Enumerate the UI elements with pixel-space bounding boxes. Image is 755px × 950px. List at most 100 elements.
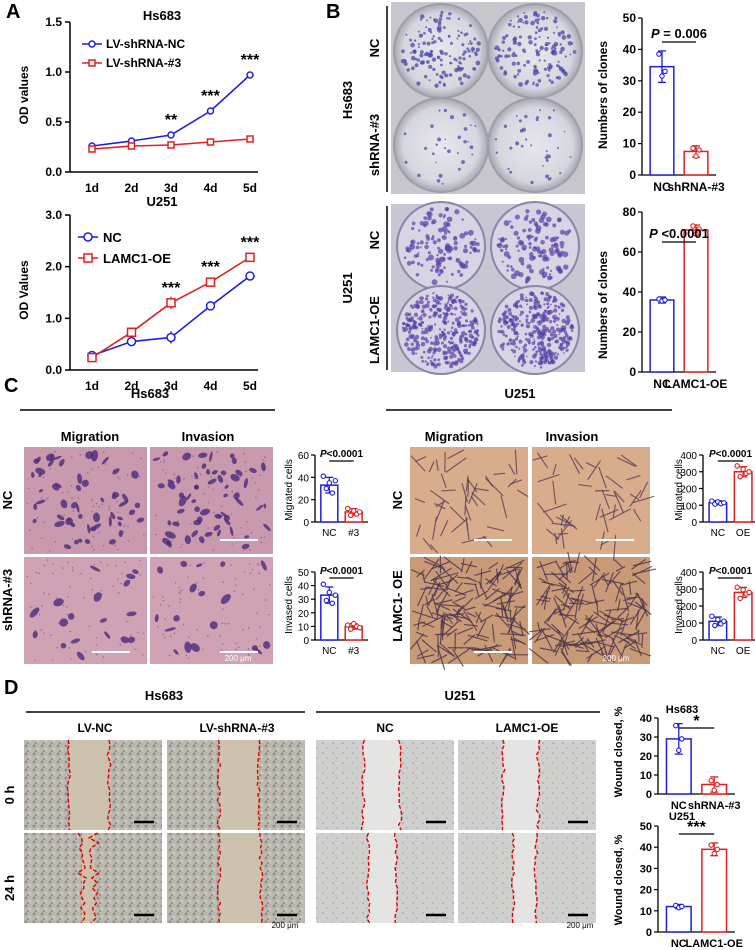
pore [179,598,182,600]
y-tick-label: 0 [691,636,697,647]
row-label: 24 h [2,875,17,901]
colony [569,53,572,56]
colony [444,138,446,141]
pore [202,492,205,495]
colony [419,53,424,58]
data-point [740,466,746,472]
pore [34,629,36,632]
colony [501,348,505,351]
colony [556,26,558,29]
colony [535,209,542,215]
colony [424,337,428,341]
data-point [696,147,702,153]
colony [445,336,448,339]
pore [207,501,210,504]
stained-cell [563,642,585,649]
colony [570,42,574,45]
pore [192,455,194,457]
colony [557,306,561,309]
stained-cell [608,570,621,585]
colony [528,252,534,257]
pore [239,475,242,478]
colony [549,320,553,324]
stained-cell [633,568,657,575]
colony [536,300,541,304]
stained-cell [551,522,574,527]
pore [40,537,43,539]
colony [474,238,477,241]
data-point [350,508,357,514]
y-axis-label: OD values [17,65,31,124]
pore [139,559,141,562]
stained-cell [193,519,202,526]
stained-cell [501,603,509,620]
micrograph-hs683-invasion-nc [150,447,273,554]
colony [447,306,451,310]
stained-cell [35,467,46,475]
stained-cell [567,551,573,573]
pore [54,541,56,543]
colony [430,268,433,272]
y-axis-label: Numbers of clones [596,251,610,359]
stained-cell [509,610,513,633]
pore [258,572,261,575]
colony [432,152,435,156]
colony [450,272,454,276]
pore [95,653,98,656]
pore [93,549,95,551]
stained-cell [546,528,560,540]
stained-cell [635,609,647,629]
stained-cell [29,607,40,618]
stained-cell [152,457,161,461]
colony [537,249,541,254]
stained-cell [607,634,617,657]
stained-cell [220,511,228,518]
colony [475,47,480,52]
legend-label: LV-shRNA-NC [106,37,185,51]
pore [108,505,110,508]
colony [420,341,426,347]
pore [263,536,266,538]
x-tick-label: 4d [203,379,217,393]
stained-cell [56,514,65,521]
pore [103,451,105,453]
colony [405,322,408,325]
stained-cell [235,497,244,506]
pore [189,564,191,567]
stained-cell [454,596,467,603]
stained-cell [532,455,548,461]
colony [564,331,568,335]
colony [539,314,544,319]
stained-cell [209,451,213,462]
colony [552,329,557,334]
pore [83,597,85,599]
pore [46,559,49,561]
stained-cell [417,618,420,631]
p-value: P = 0.006 [651,26,707,41]
pore [198,510,200,512]
colony [419,300,424,305]
colony [532,83,535,86]
colony [525,318,529,322]
y-tick-label: 10 [640,906,652,918]
colony [540,356,544,360]
stained-cell [118,530,124,537]
colony [428,79,431,82]
colony [497,319,502,324]
colony [416,317,419,320]
colony [546,275,552,281]
colony [559,50,563,54]
pore [168,605,170,607]
colony [566,34,572,39]
colony [558,333,560,336]
wound-edge [397,739,403,831]
pore [84,650,87,652]
colony [437,248,444,254]
stained-cell [443,556,462,571]
pore [61,567,64,569]
colony [464,332,468,336]
colony [410,226,415,231]
stained-cell [536,560,558,569]
data-point [356,509,363,515]
